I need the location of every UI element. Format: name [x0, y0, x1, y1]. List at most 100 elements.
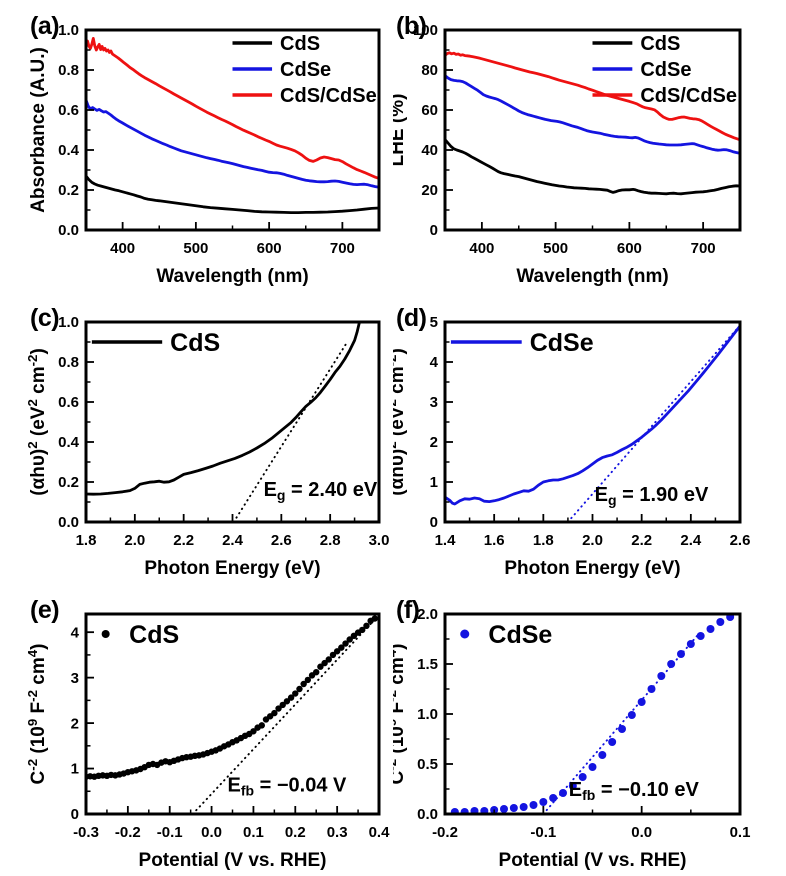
x-tick-label: 700 — [691, 240, 716, 257]
chart-lhe: 400 500 600 700 0 20 40 60 80 100 Wavelength (nm) L… — [393, 22, 742, 287]
y-tick-label: 2 — [71, 715, 79, 732]
axes-frame — [443, 612, 742, 816]
x-tick-label: 1.6 — [484, 532, 505, 549]
chart-tauc-cdse: 1.4 1.6 1.8 2.0 2.2 2.4 2.6 0 1 2 3 4 5 Photon Energy… — [393, 314, 751, 579]
tick-labels: 1.4 1.6 1.8 2.0 2.2 2.4 2.6 0 1 2 3 4 5 — [430, 314, 751, 549]
y-axis-label: C-2 (109 F-2 cm4) — [25, 644, 49, 785]
panel-c: (c) 1.8 2.0 2.2 2.4 2.6 2.8 3.0 0.0 0.2 0.4 0.6 0.8… — [0, 292, 393, 584]
x-tick-label: 400 — [110, 240, 135, 257]
panel-b: (b) 400 500 600 700 0 20 40 60 80 100 Wavelength (… — [393, 0, 786, 292]
y-tick-label: 2 — [430, 434, 438, 451]
legend-label: CdS — [640, 33, 680, 55]
x-tick-label: -0.1 — [157, 824, 183, 841]
chart-mott-schottky-cds: -0.3 -0.2 -0.1 0.0 0.1 0.2 0.3 0.4 0 1 2 3 4 Potentia… — [25, 612, 390, 871]
y-tick-label: 0.2 — [58, 474, 79, 491]
x-tick-label: 0.0 — [201, 824, 222, 841]
x-tick-label: -0.2 — [115, 824, 141, 841]
legend: CdS CdSe CdS/CdSe — [592, 33, 737, 107]
x-tick-label: 0.0 — [631, 824, 652, 841]
x-axis-label: Potential (V vs. RHE) — [499, 850, 687, 871]
legend-label: CdSe — [640, 59, 691, 81]
legend-label: CdSe — [488, 621, 552, 649]
x-tick-label: -0.1 — [530, 824, 556, 841]
y-tick-label: 3 — [430, 394, 438, 411]
y-axis-label: (αhυ)2 (eV2 cm-2) — [393, 348, 408, 496]
y-tick-label: 4 — [430, 354, 439, 371]
y-tick-label: 0 — [71, 806, 79, 823]
panel-d: (d) 1.4 1.6 1.8 2.0 2.2 2.4 2.6 0 1 2 3 4 5 Photon En… — [393, 292, 786, 584]
y-axis-label: LHE (%) — [393, 94, 408, 167]
legend: CdSe — [460, 621, 552, 649]
legend-label: CdS/CdSe — [640, 85, 737, 107]
series-CdS — [84, 615, 379, 780]
legend-label: CdS — [129, 621, 179, 649]
x-axis-label: Potential (V vs. RHE) — [139, 850, 327, 871]
series-CdS — [443, 138, 742, 196]
legend-label: CdS — [280, 33, 320, 55]
y-tick-label: 0.2 — [58, 182, 79, 199]
legend-marker-dot — [460, 629, 470, 639]
legend-label: CdS — [170, 329, 220, 357]
y-tick-label: 60 — [421, 102, 438, 119]
x-tick-label: 2.2 — [173, 532, 194, 549]
legend: CdS CdSe CdS/CdSe — [232, 33, 377, 107]
panel-label-f: (f) — [396, 596, 420, 624]
y-tick-label: 0.8 — [58, 354, 79, 371]
y-tick-label: 4 — [71, 624, 80, 641]
tick-labels: -0.2 -0.1 0.0 0.1 0.0 0.5 1.0 1.5 2.0 — [417, 606, 750, 841]
y-tick-label: 80 — [421, 62, 438, 79]
series-CdSe — [84, 98, 381, 189]
x-axis-label: Wavelength (nm) — [516, 266, 668, 287]
axes-frame — [84, 612, 381, 816]
series-CdS — [84, 174, 381, 214]
y-tick-label: 0.0 — [58, 222, 79, 239]
x-axis-label: Wavelength (nm) — [156, 266, 308, 287]
y-tick-label: 0.5 — [417, 756, 438, 773]
x-tick-label: 500 — [183, 240, 208, 257]
plot-area — [443, 51, 742, 196]
panel-e: (e) -0.3 -0.2 -0.1 0.0 0.1 0.2 0.3 0.4 0 1 2 3 4 Pote… — [0, 584, 393, 876]
plot-area — [450, 613, 735, 816]
x-tick-label: 1.8 — [76, 532, 97, 549]
y-tick-label: 1 — [71, 761, 79, 778]
tick-labels: -0.3 -0.2 -0.1 0.0 0.1 0.2 0.3 0.4 0 1 2 3 4 — [71, 624, 390, 841]
panel-label-d: (d) — [396, 304, 427, 332]
panel-a: (a) 400 500 600 700 0.0 0.2 0.4 0.6 0.8 1.0 Wavele… — [0, 0, 393, 292]
panel-label-c: (c) — [30, 304, 60, 332]
x-tick-label: -0.2 — [432, 824, 458, 841]
legend-label: CdSe — [280, 59, 331, 81]
x-tick-label: 2.2 — [631, 532, 652, 549]
x-tick-label: 2.4 — [222, 532, 244, 549]
y-tick-label: 0.4 — [58, 142, 80, 159]
tick-labels: 400 500 600 700 0.0 0.2 0.4 0.6 0.8 1.0 — [58, 22, 355, 257]
y-tick-label: 1 — [430, 474, 438, 491]
y-tick-label: 100 — [413, 22, 438, 39]
panel-label-a: (a) — [30, 12, 60, 40]
tick-labels: 1.8 2.0 2.2 2.4 2.6 2.8 3.0 0.0 0.2 0.4 0.6 0.8 1.0 — [58, 314, 389, 549]
legend-label: CdS/CdSe — [280, 85, 377, 107]
y-tick-label: 0.4 — [58, 434, 80, 451]
x-tick-label: -0.3 — [73, 824, 99, 841]
x-tick-label: 0.1 — [730, 824, 751, 841]
x-tick-label: 0.1 — [243, 824, 264, 841]
series-CdS/CdSe — [443, 51, 742, 142]
x-tick-label: 700 — [330, 240, 355, 257]
y-tick-label: 0 — [430, 222, 438, 239]
legend: CdS — [101, 621, 179, 649]
plot-area — [443, 324, 742, 523]
x-tick-label: 2.0 — [582, 532, 603, 549]
panel-label-b: (b) — [396, 12, 427, 40]
x-tick-label: 1.8 — [533, 532, 554, 549]
y-tick-label: 0.6 — [58, 102, 79, 119]
x-tick-label: 2.8 — [320, 532, 341, 549]
x-axis-label: Photon Energy (eV) — [504, 558, 680, 579]
y-tick-label: 0.6 — [58, 394, 79, 411]
panel-f: (f) -0.2 -0.1 0.0 0.1 0.0 0.5 1.0 1.5 2.0 Potenti… — [393, 584, 786, 876]
x-tick-label: 600 — [257, 240, 282, 257]
extrapolation-guide-line — [191, 616, 378, 815]
y-tick-label: 1.0 — [58, 22, 79, 39]
x-tick-label: 2.6 — [271, 532, 292, 549]
x-tick-label: 2.0 — [124, 532, 145, 549]
axes-frame — [84, 28, 381, 232]
y-tick-label: 0.0 — [58, 514, 79, 531]
